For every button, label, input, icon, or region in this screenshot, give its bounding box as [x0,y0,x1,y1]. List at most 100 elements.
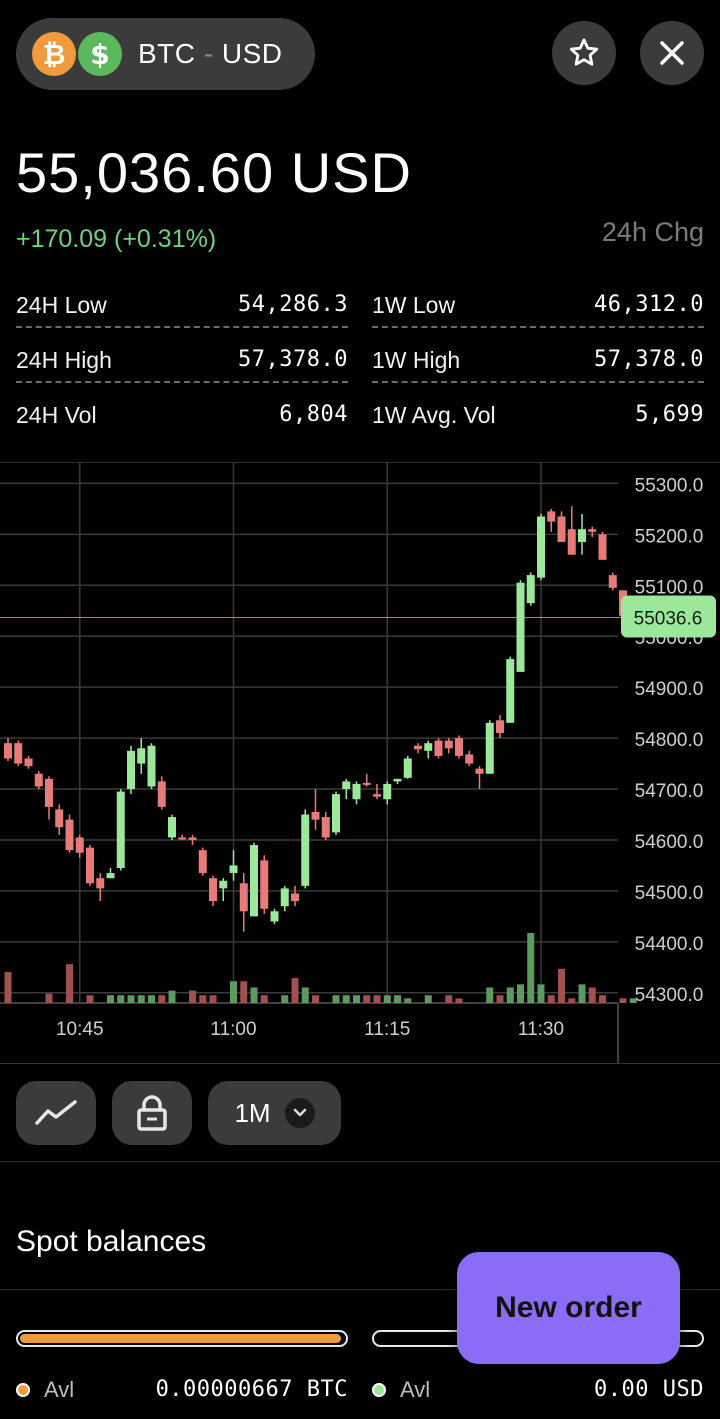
stat-1w-low: 1W Low 46,312.0 [372,286,704,328]
stat-label: 1W Low [372,292,456,318]
candle-body [86,847,94,884]
volume-bar [486,987,494,1003]
candle-body [311,811,320,820]
close-icon [660,41,684,65]
volume-bar [588,987,596,1003]
candle-body [137,748,146,764]
chart-type-button[interactable] [16,1081,96,1145]
candle-body [14,743,23,764]
section-divider [0,1161,720,1162]
section-divider [0,1289,720,1290]
volume-bar [137,995,145,1003]
candle-body [280,888,289,907]
candle-body [537,516,545,578]
candle-body [383,783,392,800]
x-tick-label: 11:30 [518,1019,564,1040]
x-tick-label: 11:00 [210,1019,256,1040]
candle-body [342,781,351,790]
close-button[interactable] [640,21,704,85]
candle-body [45,778,53,807]
chevron-down-icon [284,1098,315,1128]
volume-bar [148,995,155,1003]
candle-body [393,778,402,782]
candle-body [403,758,412,778]
candle-body [34,773,43,787]
candle-body [608,575,617,588]
stat-value: 57,378.0 [594,347,704,372]
volume-bar [107,995,114,1003]
interval-selector[interactable]: 1M [208,1081,341,1145]
base-symbol: BTC [138,38,196,69]
y-tick-label: 55100.0 [635,577,704,598]
x-tick-label: 11:15 [364,1019,410,1040]
candle-body [578,529,586,542]
candle-body [291,893,299,902]
stat-24h-high: 24H High 57,378.0 [16,341,348,383]
volume-bar [291,978,299,1003]
volume-bar [383,995,391,1003]
lock-chart-button[interactable] [112,1081,192,1145]
candle-body [157,781,166,807]
candle-body [229,865,238,874]
y-tick-label: 54300.0 [635,985,704,1006]
volume-bar [394,995,401,1003]
candle-body [127,750,135,790]
stat-value: 57,378.0 [238,347,348,372]
candle-body [75,837,84,853]
volume-bar [455,998,463,1003]
candle-body [198,850,207,874]
candle-body [526,575,535,604]
candle-body [178,837,187,840]
candle-body [496,720,504,733]
volume-bar [619,998,627,1003]
dollar-icon: $ [78,32,122,76]
current-price: 55,036.60 USD [16,141,412,204]
candle-body [219,880,228,889]
btc-balance-fill [20,1334,341,1343]
volume-bar [312,995,319,1003]
candle-body [465,754,474,764]
current-price-badge [621,595,716,638]
btc-balance-bar [16,1330,348,1347]
candle-body [24,758,33,767]
btc-dot-icon [16,1383,30,1397]
bitcoin-icon: ₿ [32,32,76,76]
candle-body [557,516,566,542]
interval-label: 1M [234,1097,271,1128]
candle-body [4,743,12,759]
stat-label: 1W High [372,347,461,373]
volume-bar [496,995,504,1003]
candle-body [116,791,125,868]
volume-bar [558,968,565,1003]
candle-body [332,794,340,833]
y-tick-label: 55300.0 [635,475,704,496]
stat-value: 46,312.0 [594,292,704,317]
volume-bar [189,990,196,1003]
stat-label: 1W Avg. Vol [372,402,496,428]
pair-selector[interactable]: ₿ $ BTC - USD [16,18,315,90]
volume-bar [250,987,258,1003]
new-order-button[interactable]: New order [457,1252,680,1364]
stat-1w-high: 1W High 57,378.0 [372,341,704,383]
candle-body [373,794,381,797]
volume-bar [127,995,135,1003]
volume-bar [547,995,555,1003]
stat-label: 24H High [16,347,112,373]
stat-24h-low: 24H Low 54,286.3 [16,286,348,328]
candle-body [455,738,463,756]
volume-bar [629,998,637,1003]
volume-bar [506,987,514,1003]
candle-body [516,582,525,672]
candlestick-chart[interactable]: 54300.0 54400.0 54500.0 54600.0 54700.0 54800… [0,463,720,1063]
stat-label: 24H Vol [16,402,97,428]
volume-bar [168,990,176,1003]
volume-bar [240,981,248,1003]
candle-body [55,809,64,828]
volume-bar [86,995,94,1003]
price-chart[interactable]: 54300.0 54400.0 54500.0 54600.0 54700.0 54800… [0,462,720,1064]
volume-bar [342,995,350,1003]
candle-body [362,782,371,785]
candle-body [239,883,248,912]
candle-body [301,814,310,886]
favorite-button[interactable] [552,21,616,85]
